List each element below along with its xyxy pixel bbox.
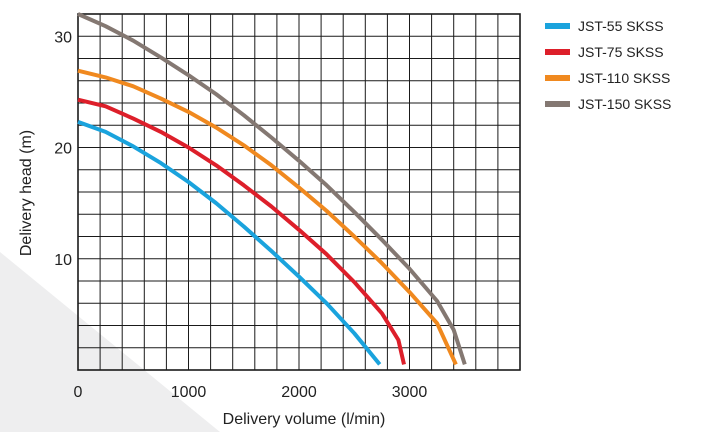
y-tick-label: 20 [54,141,72,158]
series-line-jst-150-skss [77,12,467,366]
y-tick-label: 10 [54,252,72,269]
series-line-jst-75-skss [77,97,406,365]
plot-frame [77,13,521,371]
series-line-jst-110-skss [77,68,458,366]
axes [77,13,521,371]
x-tick-label: 2000 [281,384,317,401]
series-line-jst-55-skss [77,120,382,366]
y-tick-label: 30 [54,29,72,46]
legend: JST-55 SKSS JST-75 SKSS JST-110 SKSS JST-15… [545,18,671,112]
legend-swatch-jst-150-skss [545,101,570,107]
legend-swatch-jst-55-skss [545,23,570,29]
tick-labels: 0 1000 2000 3000 10 20 30 [54,29,427,401]
legend-label-jst-110-skss: JST-110 SKSS [578,70,670,86]
y-axis-title: Delivery head (m) [18,130,35,256]
grid [78,14,520,370]
series-lines [77,12,467,366]
legend-label-jst-150-skss: JST-150 SKSS [578,96,671,112]
x-tick-label: 1000 [171,384,207,401]
legend-label-jst-75-skss: JST-75 SKSS [578,44,664,60]
legend-label-jst-55-skss: JST-55 SKSS [578,18,664,34]
x-tick-label: 0 [74,384,83,401]
x-axis-title: Delivery volume (l/min) [223,411,386,428]
background-triangle [0,252,220,432]
legend-swatch-jst-110-skss [545,75,570,81]
legend-swatch-jst-75-skss [545,49,570,55]
x-tick-label: 3000 [392,384,428,401]
